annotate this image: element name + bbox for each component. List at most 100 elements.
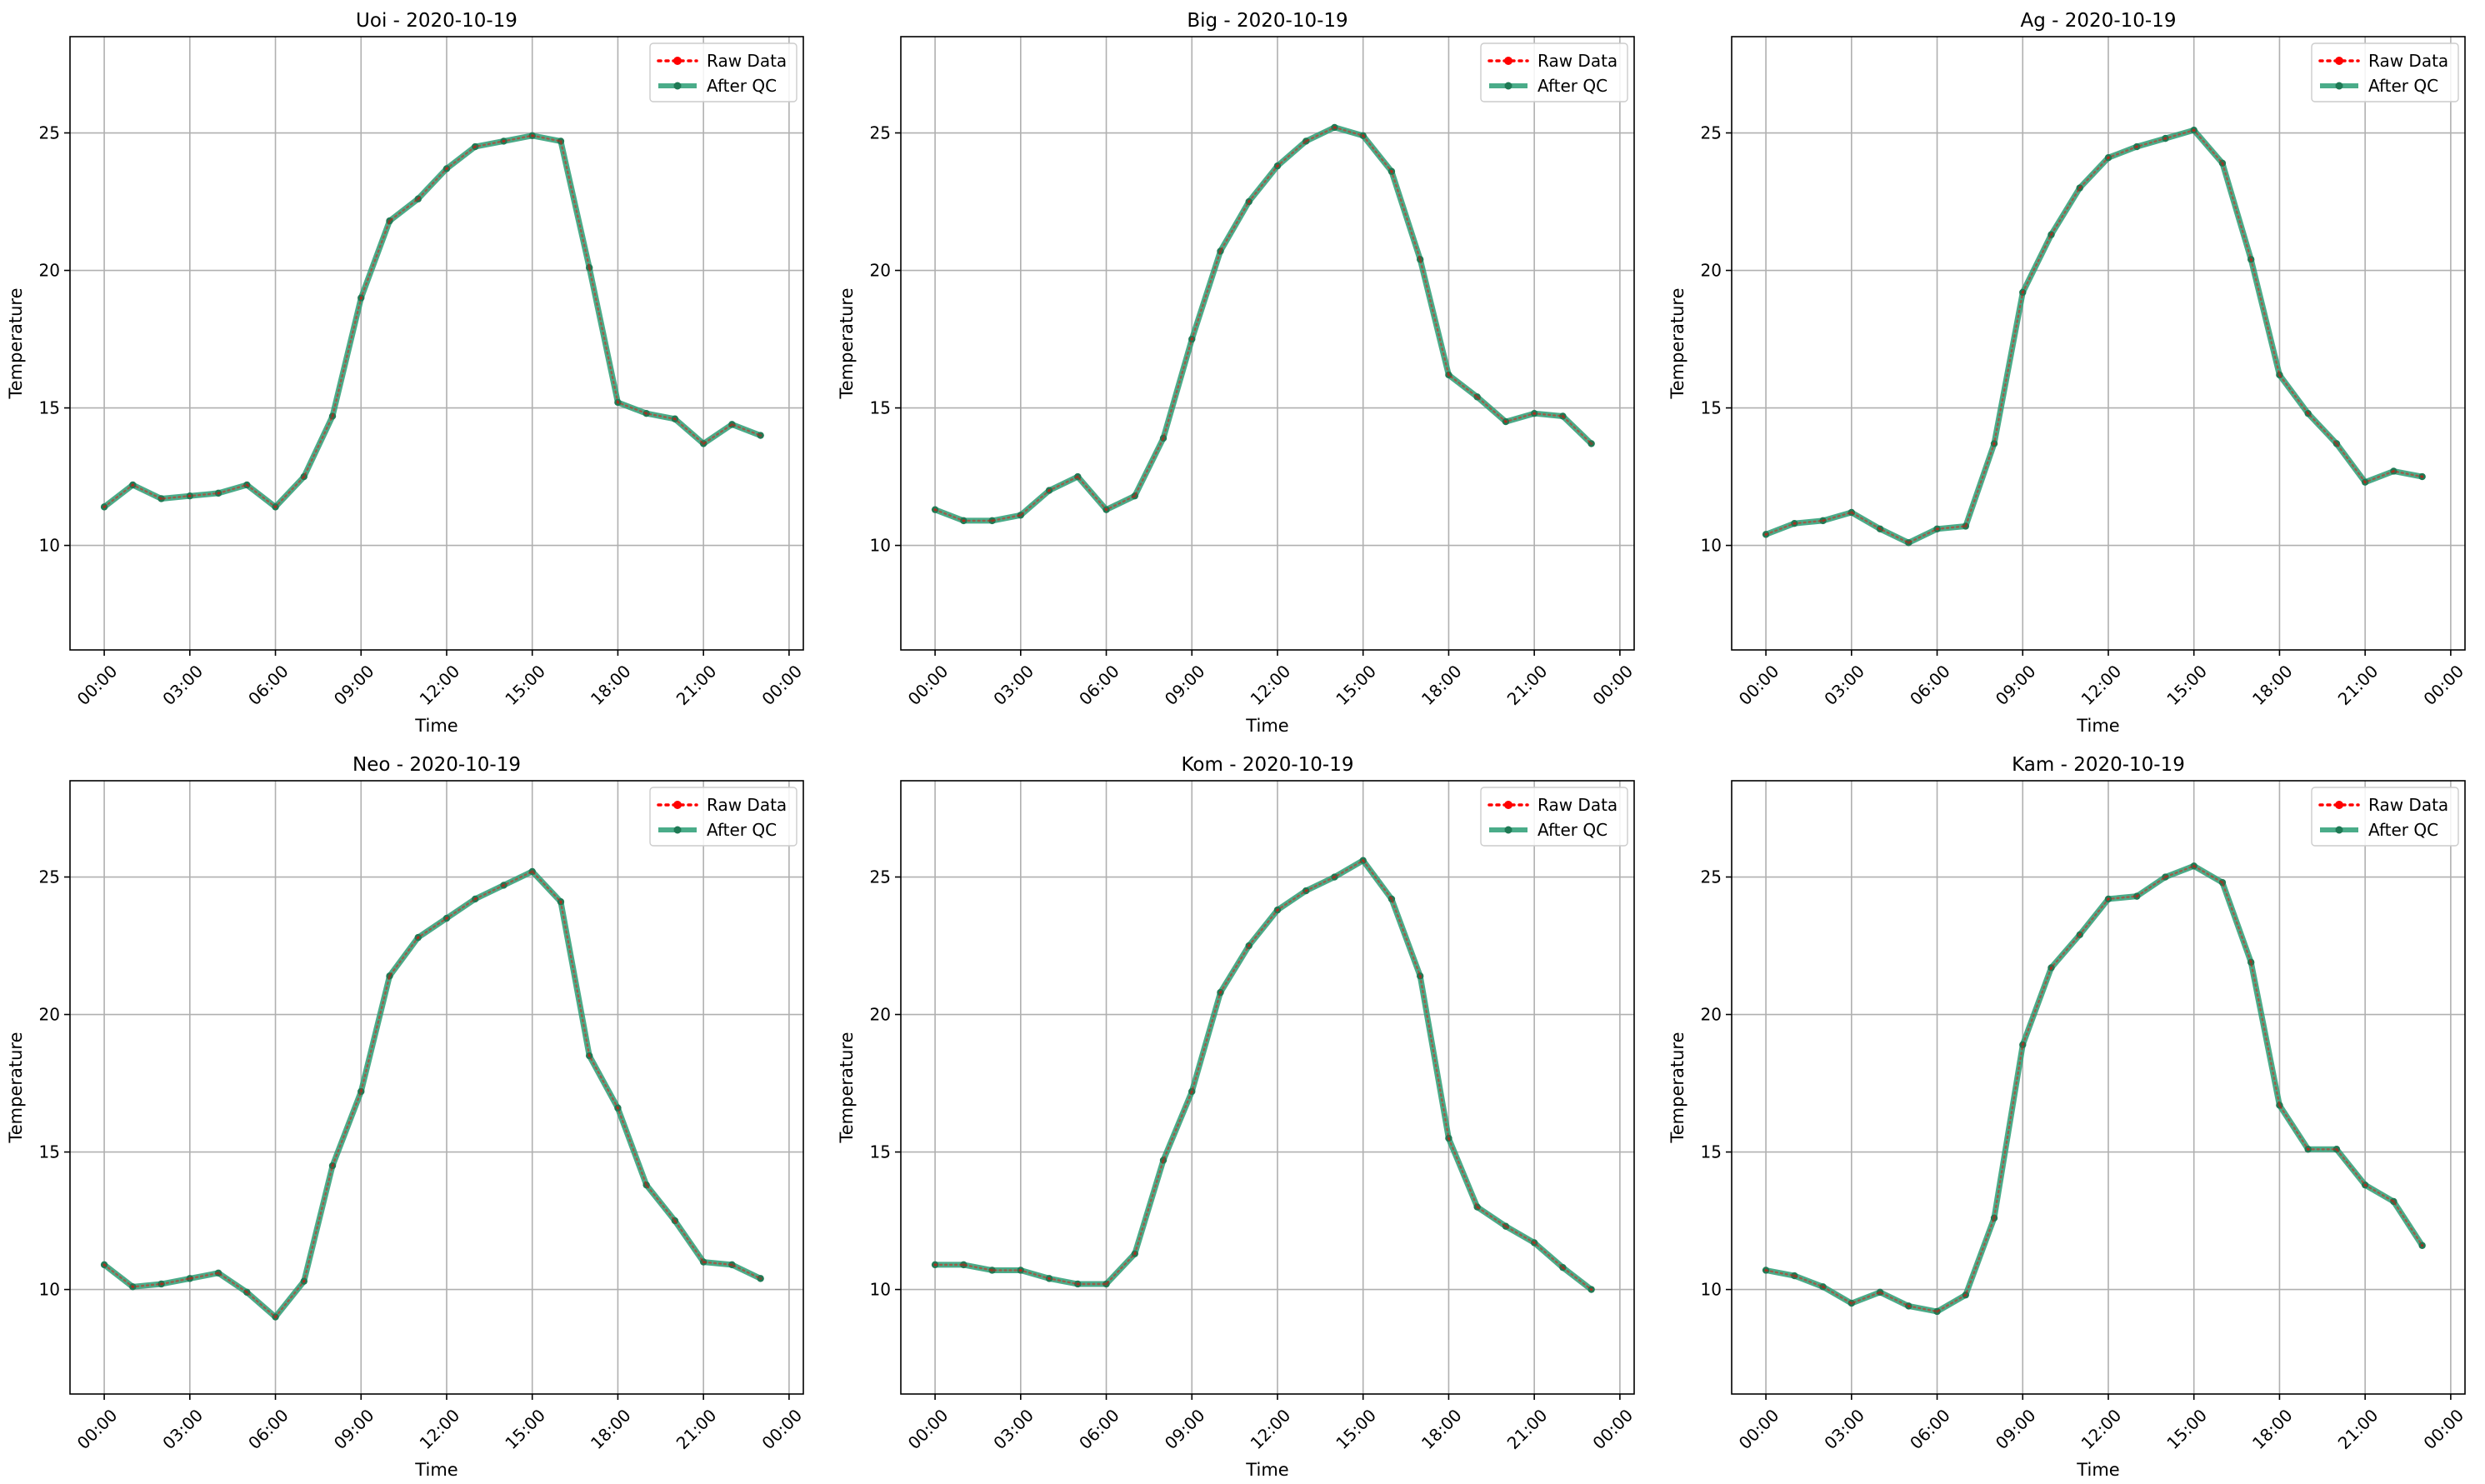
after-qc-point [386, 972, 393, 980]
raw-data-point [2221, 162, 2224, 165]
raw-data-point [1764, 532, 1768, 537]
after-qc-point [557, 898, 565, 906]
y-tick-label: 10 [1701, 536, 1722, 556]
legend-qc-marker [1504, 826, 1512, 834]
raw-data-point [1878, 527, 1882, 531]
raw-data-point [730, 422, 734, 427]
raw-data-point [588, 1054, 591, 1057]
x-tick-label: 18:00 [587, 661, 635, 709]
raw-data-point [2078, 933, 2082, 937]
raw-data-point [1504, 420, 1508, 423]
after-qc-point [960, 1261, 968, 1269]
x-tick-label: 09:00 [330, 661, 378, 709]
raw-data-point [730, 1263, 734, 1267]
after-qc-point [2332, 440, 2341, 447]
after-qc-point [186, 492, 194, 500]
x-tick-label: 00:00 [2419, 1405, 2468, 1453]
after-qc-line [1762, 862, 2426, 1315]
after-qc-point [1388, 167, 1396, 175]
after-qc-point [2218, 878, 2227, 887]
series-raw-data [933, 858, 1593, 1292]
legend: Raw Data After QC [1480, 42, 1628, 102]
raw-data-point [1276, 908, 1279, 912]
raw-data-point [1247, 200, 1251, 203]
raw-data-point [2135, 894, 2139, 898]
raw-data-point [159, 497, 163, 501]
raw-data-point [1276, 164, 1279, 167]
raw-data-point [473, 145, 478, 148]
after-qc-point [728, 421, 736, 428]
x-tick-label: 00:00 [73, 661, 122, 709]
y-tick-label: 10 [39, 1280, 60, 1300]
raw-data-point [1418, 974, 1422, 978]
raw-data-point [1019, 513, 1022, 517]
x-tick-label: 00:00 [73, 1405, 122, 1453]
raw-data-point [1390, 897, 1393, 901]
x-tick-label: 15:00 [2162, 1405, 2211, 1453]
after-qc-point [1819, 1283, 1827, 1291]
after-qc-point [2190, 862, 2198, 870]
raw-data-point [2107, 897, 2110, 901]
after-qc-point [1473, 393, 1481, 401]
series-raw-data [933, 126, 1593, 522]
series-after-qc [100, 867, 764, 1321]
y-tick-label: 20 [870, 1005, 891, 1025]
after-qc-point [931, 506, 939, 513]
chart-title: Uoi - 2020-10-19 [356, 10, 518, 32]
after-qc-point [585, 1052, 593, 1060]
legend-qc-marker [1504, 82, 1512, 90]
x-tick-label: 06:00 [244, 661, 292, 709]
grid [1732, 781, 2465, 1394]
raw-data-point [644, 1183, 648, 1187]
after-qc-point [1359, 132, 1367, 140]
after-qc-point [500, 137, 508, 145]
y-tick-label: 15 [39, 1142, 60, 1162]
after-qc-point [1302, 887, 1310, 895]
after-qc-point [158, 1280, 165, 1288]
y-tick-label: 25 [39, 123, 60, 143]
after-qc-point [1530, 1239, 1538, 1247]
after-qc-point [2019, 288, 2027, 297]
y-tick-label: 15 [1701, 398, 1722, 418]
after-qc-point [1762, 531, 1770, 538]
after-qc-point [1791, 519, 1798, 527]
after-qc-point [1159, 434, 1168, 442]
after-qc-point [1359, 857, 1367, 864]
after-qc-point [1217, 247, 1224, 255]
raw-data-point [2163, 137, 2168, 140]
raw-data-point [1561, 1266, 1565, 1269]
x-tick-label: 09:00 [1992, 1405, 2040, 1453]
x-tick-label: 00:00 [1588, 661, 1637, 709]
after-qc-point [272, 1313, 279, 1321]
after-qc-line [101, 132, 764, 510]
after-qc-point [757, 1275, 764, 1282]
after-qc-point [1473, 1203, 1481, 1211]
y-tick-label: 20 [39, 1005, 60, 1025]
x-tick-label: 06:00 [1906, 661, 1954, 709]
y-tick-label: 25 [870, 123, 891, 143]
grid [901, 37, 1634, 650]
raw-data-point [1361, 858, 1365, 862]
after-qc-point [2019, 1041, 2027, 1049]
raw-data-point [2363, 480, 2367, 484]
raw-data-point [1048, 1277, 1051, 1281]
raw-data-point [2163, 875, 2168, 879]
series-after-qc [100, 132, 764, 511]
chart-title: Big - 2020-10-19 [1187, 10, 1348, 32]
raw-data-point [2078, 186, 2082, 190]
raw-data-point [102, 505, 106, 509]
x-axis-label: Time [414, 716, 458, 736]
raw-data-point [1963, 1293, 1968, 1297]
raw-data-point [2021, 291, 2025, 294]
after-qc-point [1876, 525, 1884, 532]
y-tick-label: 20 [870, 261, 891, 281]
after-qc-point [214, 1269, 222, 1277]
y-tick-label: 10 [39, 536, 60, 556]
after-qc-point [2190, 127, 2198, 134]
x-tick-label: 18:00 [2248, 1405, 2297, 1453]
raw-data-point [1162, 437, 1165, 440]
after-qc-point [472, 895, 479, 903]
after-qc-point [2304, 1146, 2312, 1153]
raw-data-point [388, 974, 392, 978]
raw-data-line [1764, 128, 2423, 544]
